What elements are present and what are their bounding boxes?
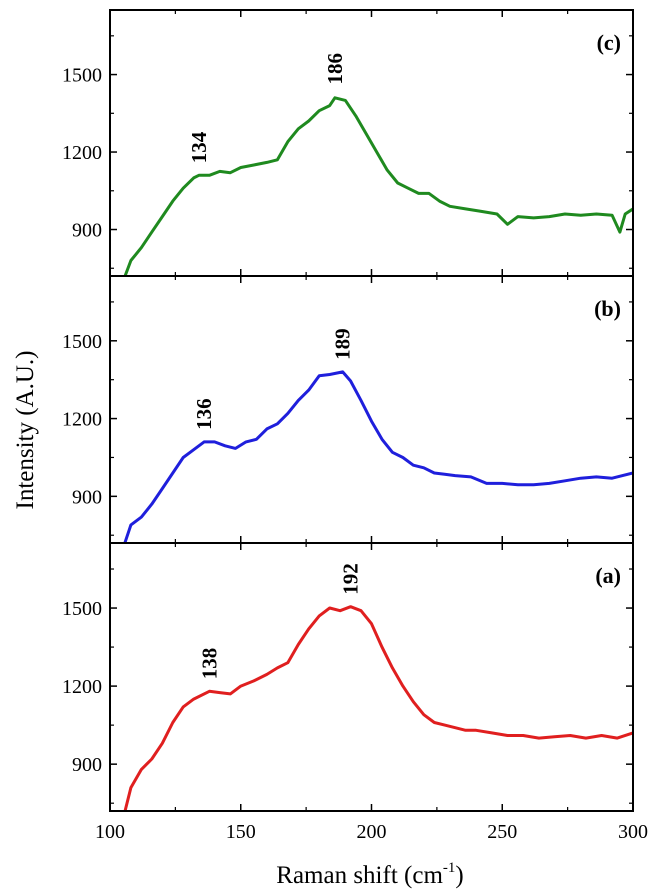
- x-axis-title-sup: -1: [443, 860, 456, 876]
- y-tick-label: 900: [72, 486, 102, 508]
- panels: 900 1200 1500 (c) 134 186 900 1200 1500 (b) 136 189…: [62, 9, 634, 812]
- peak-label: 186: [323, 53, 347, 85]
- y-tick-label: 1200: [62, 676, 102, 698]
- series-line: [123, 96, 633, 276]
- peak-label: 134: [187, 131, 211, 163]
- peak-label: 189: [331, 328, 355, 360]
- x-tick-label: 200: [357, 821, 387, 843]
- panel-label: (a): [595, 563, 621, 588]
- peak-label: 138: [197, 648, 221, 680]
- peak-label: 192: [339, 563, 363, 595]
- x-tick-label: 100: [95, 821, 125, 843]
- x-tick-labels: 100 150 200 250 300: [95, 821, 648, 843]
- y-tick-label: 1500: [62, 65, 102, 87]
- panel-frame: [109, 275, 634, 544]
- x-tick-label: 150: [226, 821, 256, 843]
- y-tick-label: 900: [72, 754, 102, 776]
- series-line: [123, 370, 633, 543]
- panel-c: 900 1200 1500 (c) 134 186: [62, 9, 634, 277]
- x-axis-title: Raman shift (cm-1): [276, 860, 463, 889]
- panel-frame: [109, 542, 634, 812]
- panel-b: 900 1200 1500 (b) 136 189: [62, 275, 634, 544]
- panel-label: (c): [597, 30, 621, 55]
- x-axis-title-tail: ): [455, 862, 463, 889]
- series-line: [123, 605, 633, 811]
- peak-label: 136: [192, 398, 216, 430]
- panel-label: (b): [594, 296, 621, 321]
- y-tick-label: 1500: [62, 331, 102, 353]
- y-tick-label: 1200: [62, 409, 102, 431]
- y-tick-label: 1200: [62, 142, 102, 164]
- y-tick-label: 1500: [62, 598, 102, 620]
- y-tick-label: 900: [72, 220, 102, 242]
- x-tick-label: 250: [487, 821, 517, 843]
- y-axis-title: Intensity (A.U.): [12, 351, 39, 510]
- panel-a: 900 1200 1500 (a) 138 192: [62, 542, 634, 812]
- x-tick-label: 300: [618, 821, 648, 843]
